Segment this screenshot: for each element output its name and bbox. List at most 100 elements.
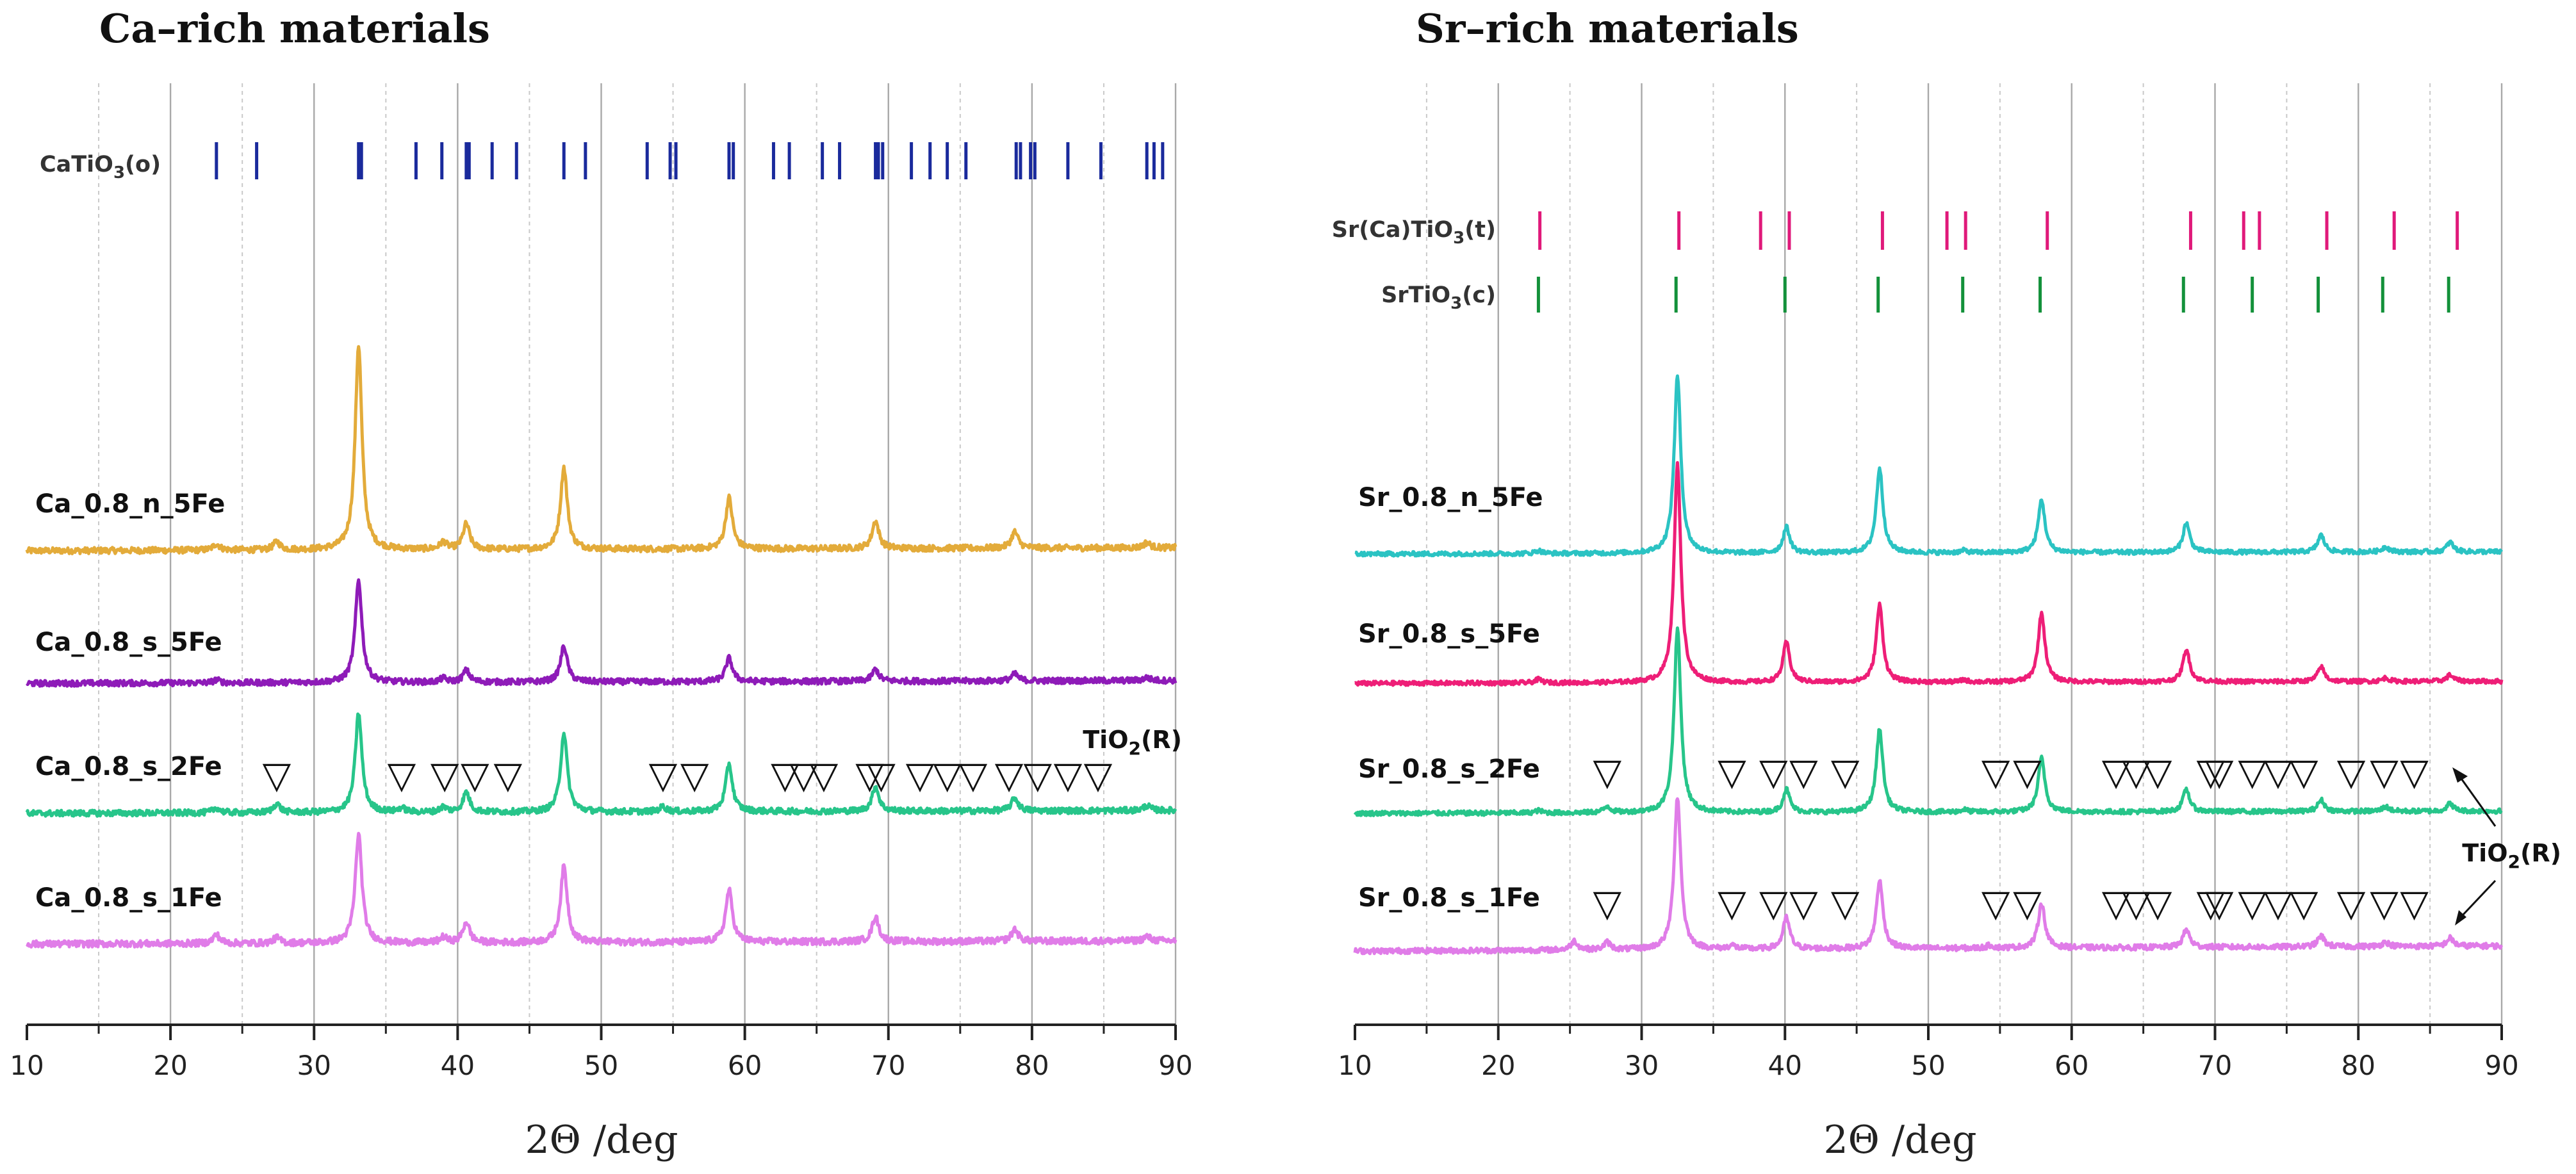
tio2-marker: ▽ xyxy=(2264,881,2293,925)
tio2-marker: ▽ xyxy=(2196,750,2225,794)
tio2-marker: ▽ xyxy=(2205,881,2234,925)
reference-label-base: SrTiO xyxy=(1381,282,1450,308)
tio2-marker: ▽ xyxy=(2013,750,2042,794)
tio2-marker: ▽ xyxy=(263,753,291,797)
x-tick-label: 10 xyxy=(10,1050,44,1081)
tio2-marker: ▽ xyxy=(1789,881,1818,925)
tio2-marker: ▽ xyxy=(1831,881,1860,925)
tio2-marker: ▽ xyxy=(431,753,459,797)
tio2-marker: ▽ xyxy=(1831,750,1860,794)
series-sr: Sr_0.8_n_5Fe Sr_0.8_s_5Fe Sr_0.8_s_2Fe Sr_0… xyxy=(1353,374,2504,956)
tio2-marker: ▽ xyxy=(2337,881,2366,925)
series-line xyxy=(1353,626,2503,817)
x-tick-label: 80 xyxy=(2342,1050,2375,1081)
tio2-marker: ▽ xyxy=(2144,881,2172,925)
tio2-marker: ▽ xyxy=(388,753,416,797)
annotation-sub: 2 xyxy=(1129,738,1141,759)
panel-title-ca: Ca–rich materials xyxy=(99,5,490,52)
x-axis-label-sr: 2Θ /deg xyxy=(1824,1118,1977,1162)
annotation-sub: 2 xyxy=(2508,851,2520,872)
tio2-marker: ▽ xyxy=(1718,881,1746,925)
tio2-marker: ▽ xyxy=(771,753,800,797)
x-tick-label: 10 xyxy=(1338,1050,1372,1081)
panel-ca-rich: Ca–rich materials CaTiO3(o) Ca_0.8_n_5Fe… xyxy=(10,5,1192,1162)
reference-label-sub: 3 xyxy=(1453,229,1464,248)
tio2-marker: ▽ xyxy=(2400,750,2429,794)
annotation-base: TiO xyxy=(2462,839,2507,867)
annotation-arrowhead-down xyxy=(2455,910,2466,925)
reference-label-base: CaTiO xyxy=(40,152,113,177)
tio2-marker: ▽ xyxy=(2290,881,2318,925)
tio2-marker: ▽ xyxy=(2238,881,2267,925)
tio2-marker: ▽ xyxy=(1759,881,1788,925)
series-line xyxy=(1354,374,2504,558)
tio2-marker: ▽ xyxy=(2144,750,2172,794)
tio2-marker: ▽ xyxy=(2238,750,2267,794)
reference-ticks-ca: CaTiO3(o) xyxy=(40,142,1165,183)
annotation-arrow-down xyxy=(2461,879,2497,917)
reference-label-sub: 3 xyxy=(113,163,125,183)
x-tick-label: 40 xyxy=(441,1050,475,1081)
tio2-marker: ▽ xyxy=(1024,753,1053,797)
x-tick-label: 30 xyxy=(1625,1050,1659,1081)
x-axis-ca: 2Θ /deg 10 20 30 40 50 60 70 80 90 xyxy=(10,1023,1193,1162)
tio2-marker: ▽ xyxy=(1593,881,1621,925)
tio2-marker: ▽ xyxy=(867,753,896,797)
series-label: Ca_0.8_s_1Fe xyxy=(35,883,222,913)
x-tick-label: 50 xyxy=(1911,1050,1945,1081)
tio2-marker: ▽ xyxy=(2264,750,2293,794)
grid-ca xyxy=(98,83,1177,1025)
tio2-marker: ▽ xyxy=(2337,750,2366,794)
reference-label-srtio3: SrTiO3(c) xyxy=(1381,282,1496,313)
tio2-marker: ▽ xyxy=(2370,750,2399,794)
tio2-marker: ▽ xyxy=(1759,750,1788,794)
x-tick-label: 20 xyxy=(153,1050,187,1081)
tio2-marker: ▽ xyxy=(2102,881,2131,925)
tio2-marker: ▽ xyxy=(1981,881,2010,925)
x-tick-label: 80 xyxy=(1015,1050,1049,1081)
tio2-marker: ▽ xyxy=(2370,881,2399,925)
x-tick-label: 60 xyxy=(2055,1050,2088,1081)
tio2-marker: ▽ xyxy=(959,753,988,797)
x-tick-label: 50 xyxy=(584,1050,618,1081)
reference-label-catio3: CaTiO3(o) xyxy=(40,152,161,183)
tio2-marker: ▽ xyxy=(2290,750,2318,794)
tio2-marker: ▽ xyxy=(1718,750,1746,794)
series-line xyxy=(1354,461,2504,687)
x-axis-sr: 2Θ /deg 10 20 30 40 50 60 70 80 90 xyxy=(1338,1023,2519,1162)
tio2-marker: ▽ xyxy=(995,753,1024,797)
tio2-marker: ▽ xyxy=(2400,881,2429,925)
x-tick-label: 60 xyxy=(728,1050,762,1081)
x-axis-label-ca: 2Θ /deg xyxy=(525,1118,678,1162)
reference-label-sub: 3 xyxy=(1450,294,1462,313)
x-tick-label: 30 xyxy=(297,1050,331,1081)
annotation-tio2: TiO2(R) xyxy=(2462,839,2561,872)
tio2-marker: ▽ xyxy=(789,753,818,797)
series-label: Ca_0.8_n_5Fe xyxy=(35,489,225,519)
series-line xyxy=(1353,797,2504,956)
annotation-arrowhead-up xyxy=(2452,767,2468,783)
reference-label-tail: (c) xyxy=(1462,282,1496,308)
tio2-marker: ▽ xyxy=(494,753,523,797)
series-line xyxy=(26,831,1177,949)
tio2-marker: ▽ xyxy=(1981,750,2010,794)
tio2-marker: ▽ xyxy=(2013,881,2042,925)
x-tick-label: 70 xyxy=(871,1050,905,1081)
reference-label-tail: (t) xyxy=(1464,217,1496,243)
series-label: Sr_0.8_s_1Fe xyxy=(1358,883,1540,913)
series-line xyxy=(25,712,1177,818)
annotation-tail: (R) xyxy=(1141,726,1182,754)
annotation-tio2: TiO2(R) xyxy=(1083,726,1182,759)
panel-sr-rich: Sr–rich materials Sr(Ca)TiO3(t)SrTiO3(c)… xyxy=(1332,5,2561,1162)
series-ca: Ca_0.8_n_5Fe Ca_0.8_s_5Fe Ca_0.8_s_2Fe Ca_0… xyxy=(25,345,1177,949)
tio2-marker: ▽ xyxy=(933,753,962,797)
reference-label-tail: (o) xyxy=(125,152,161,177)
series-line xyxy=(25,345,1177,555)
reference-label-base: Sr(Ca)TiO xyxy=(1332,217,1453,243)
reference-ticks-sr: Sr(Ca)TiO3(t)SrTiO3(c) xyxy=(1332,211,2459,313)
tio2-markers-ca: ▽ ▽ ▽ ▽ ▽ ▽ ▽ ▽▽▽ ▽▽ ▽▽▽ ▽ ▽ ▽ ▽TiO2(R) xyxy=(263,726,1182,797)
tio2-marker: ▽ xyxy=(1084,753,1113,797)
tio2-marker: ▽ xyxy=(461,753,489,797)
tio2-marker: ▽ xyxy=(906,753,935,797)
